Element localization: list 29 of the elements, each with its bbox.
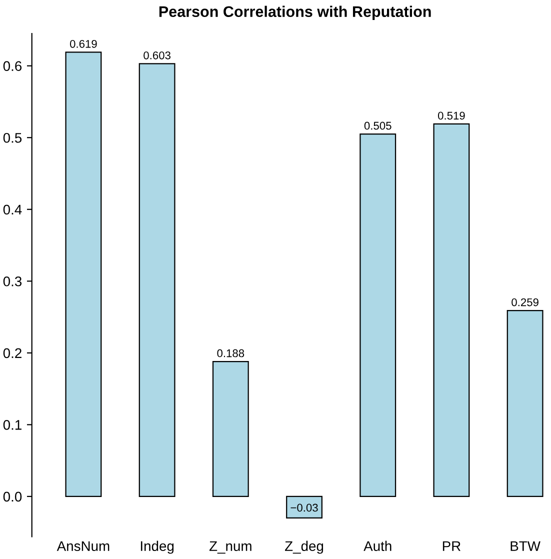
y-tick-label: 0.1 xyxy=(3,420,22,430)
bar xyxy=(286,496,322,519)
x-tick-label: PR xyxy=(442,541,460,551)
chart-title: Pearson Correlations with Reputation xyxy=(159,6,431,20)
data-label: 0.603 xyxy=(144,51,170,60)
x-tick-label: AnsNum xyxy=(56,541,110,552)
bar xyxy=(212,360,249,498)
bar xyxy=(65,52,102,498)
data-label: −0.03 xyxy=(290,504,318,512)
data-label: 0.259 xyxy=(512,298,538,306)
x-tick-label: Auth xyxy=(364,540,392,552)
bar xyxy=(506,310,544,498)
bar xyxy=(138,63,176,498)
data-label: 0.519 xyxy=(438,112,465,120)
bar xyxy=(433,123,470,498)
y-tick-label: 0.2 xyxy=(3,348,22,358)
x-tick-label: BTW xyxy=(510,541,540,551)
y-tick-label: 0.6 xyxy=(3,61,22,72)
y-tick-label: 0.3 xyxy=(3,276,22,286)
bar xyxy=(360,133,396,498)
y-tick-label: 0.5 xyxy=(3,132,22,143)
data-label: 0.505 xyxy=(364,122,392,130)
x-tick-label: Z_num xyxy=(209,541,252,554)
y-tick-label: 0.4 xyxy=(3,204,22,215)
data-label: 0.619 xyxy=(70,40,97,48)
data-label: 0.188 xyxy=(217,349,244,358)
x-tick-label: Indeg xyxy=(140,540,174,554)
y-tick-label: 0.0 xyxy=(3,492,22,502)
x-tick-label: Z_deg xyxy=(285,540,324,554)
